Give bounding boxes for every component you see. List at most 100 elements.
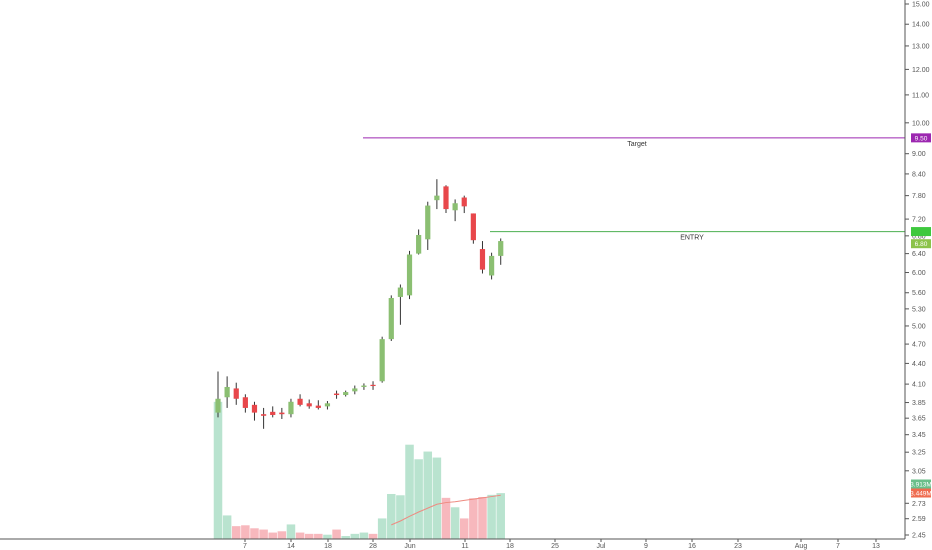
price-tick-label: 5.00 xyxy=(912,323,926,330)
volume-bar xyxy=(377,518,387,539)
hline-label-entry: ENTRY xyxy=(680,235,704,242)
candle-body xyxy=(489,255,495,276)
candle-down xyxy=(479,241,486,274)
candle-body xyxy=(224,386,230,398)
candle-up xyxy=(397,284,403,325)
price-badge-bg xyxy=(911,133,931,143)
volume-bar xyxy=(432,457,442,539)
candle-up xyxy=(379,336,385,383)
volume-bar xyxy=(241,525,250,539)
time-tick-label: Jun xyxy=(404,543,415,550)
volume-bar xyxy=(332,529,341,539)
candle-body xyxy=(361,385,367,387)
candle-body xyxy=(388,298,394,340)
volume-bar xyxy=(469,498,478,539)
time-tick-label: 16 xyxy=(688,543,696,550)
candlesticks xyxy=(215,179,504,429)
candle-body xyxy=(315,405,321,408)
price-tick-label: 2.73 xyxy=(912,501,926,508)
candle-down xyxy=(297,394,303,407)
candle-body xyxy=(306,403,312,407)
candle-body xyxy=(416,234,422,254)
candle-down xyxy=(242,394,248,413)
candle-down xyxy=(261,407,267,429)
price-tick-label: 3.65 xyxy=(912,416,926,423)
candle-down xyxy=(315,400,321,410)
candle-up xyxy=(343,390,349,397)
volume-bar xyxy=(259,529,268,539)
time-axis[interactable]: 7 14 18 28 Jun 11 18 25 Jul 9 16 23 Aug 7 13 xyxy=(0,538,905,550)
volume-bar xyxy=(441,497,451,539)
price-axis[interactable]: 15.00 14.00 13.00 12.00 11.00 10.00 9.00 8.40 7.… xyxy=(904,0,930,540)
volume-bar xyxy=(405,444,414,539)
time-tick-label: 18 xyxy=(324,543,332,550)
price-tick-label: 15.00 xyxy=(912,2,930,9)
candle-up xyxy=(288,398,294,418)
time-tick-label: Aug xyxy=(795,543,808,550)
volume-bar xyxy=(231,526,241,539)
candle-up xyxy=(425,201,431,250)
candle-down xyxy=(443,185,449,214)
price-badge-label: 3.449M xyxy=(910,491,932,498)
candle-up xyxy=(434,179,440,210)
time-tick-label: 25 xyxy=(551,543,559,550)
price-tick-label: 6.40 xyxy=(912,251,926,258)
price-tick-label: 12.00 xyxy=(912,67,930,74)
price-tick-label: 5.60 xyxy=(912,290,926,297)
candle-up xyxy=(224,376,230,408)
price-tick-label: 7.20 xyxy=(912,217,926,224)
volume-bar xyxy=(368,533,378,539)
candle-body xyxy=(333,393,340,396)
price-tick-label: 4.40 xyxy=(912,361,926,368)
candle-up xyxy=(416,229,422,255)
price-tick-label: 6.80 xyxy=(912,233,926,240)
candle-body xyxy=(297,398,303,405)
price-tick-label: 8.40 xyxy=(912,171,926,178)
volume-bar xyxy=(314,533,323,539)
candle-body xyxy=(370,384,376,387)
candle-body xyxy=(324,403,331,407)
candle-down xyxy=(233,382,239,405)
price-badge-bg xyxy=(911,239,931,249)
candle-down xyxy=(279,407,285,419)
volume-bar xyxy=(423,451,433,539)
price-tick-label: 10.00 xyxy=(912,120,930,127)
volume-bar xyxy=(213,401,223,539)
price-tick-label: 3.25 xyxy=(912,450,926,457)
price-tick-label: 2.45 xyxy=(912,533,926,540)
volume-bar xyxy=(286,524,296,539)
candle-body xyxy=(233,388,239,399)
time-tick-label: 23 xyxy=(734,543,742,550)
candle-body xyxy=(379,339,385,382)
price-badge: 3.449M xyxy=(910,488,932,498)
candle-body xyxy=(215,398,221,413)
volume-bar xyxy=(250,528,259,539)
price-badge-label: 6.80 xyxy=(915,241,928,248)
candle-body xyxy=(425,205,431,240)
horizontal-lines[interactable]: Target ENTRY xyxy=(363,137,905,242)
volume-bar xyxy=(459,518,469,539)
candle-body xyxy=(288,401,294,415)
candle-body xyxy=(461,197,467,207)
price-badge xyxy=(911,227,931,237)
candle-down xyxy=(333,390,340,399)
candle-body xyxy=(352,388,358,392)
volume-bars xyxy=(213,401,505,539)
time-tick-label: 11 xyxy=(461,543,468,550)
time-tick-label: 7 xyxy=(836,543,840,550)
price-tick-label: 4.10 xyxy=(912,382,926,389)
candle-body xyxy=(270,411,276,415)
time-tick-label: 7 xyxy=(243,543,247,550)
candle-down xyxy=(461,195,467,214)
time-tick-label: 9 xyxy=(644,543,648,550)
price-badge: 6.80 xyxy=(911,239,931,249)
candle-up xyxy=(324,401,331,410)
time-tick-label: 14 xyxy=(287,543,295,550)
price-tick-label: 7.80 xyxy=(912,193,926,200)
price-tick-label: 3.85 xyxy=(912,400,926,407)
price-badge-bg xyxy=(911,479,931,489)
price-badge-label: 9.50 xyxy=(915,135,928,142)
volume-bar xyxy=(359,532,369,539)
price-badge-bg xyxy=(911,488,931,498)
